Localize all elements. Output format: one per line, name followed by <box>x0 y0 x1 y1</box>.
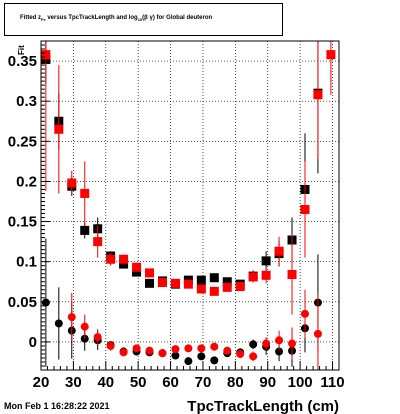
data-point-square <box>157 278 167 288</box>
data-point-square <box>67 178 77 188</box>
data-point-circle <box>236 349 245 358</box>
data-point-square <box>145 278 155 288</box>
data-point-square <box>313 90 323 100</box>
data-point-square <box>54 124 64 134</box>
data-point-square <box>209 286 219 296</box>
data-points <box>41 41 336 370</box>
x-tick-label: 70 <box>195 374 212 391</box>
data-point-circle <box>300 309 309 318</box>
series-3 <box>67 289 322 370</box>
data-point-square <box>93 237 103 247</box>
data-point-circle <box>313 329 322 338</box>
data-point-square <box>170 278 180 288</box>
data-point-circle <box>80 322 89 331</box>
series-1 <box>41 41 336 315</box>
x-tick-labels: 20 30 40 50 60 70 80 90 100 110 <box>33 374 345 391</box>
data-point-square <box>222 282 232 292</box>
data-point-square <box>80 188 90 198</box>
y-tick-label: 0.3 <box>16 93 37 110</box>
x-tick-label: 100 <box>288 374 313 391</box>
data-point-circle <box>158 349 167 358</box>
data-point-circle <box>262 339 271 348</box>
y-axis-title: Fit <box>17 45 26 55</box>
data-point-square <box>132 262 142 272</box>
x-axis-title: TpcTrackLength (cm) <box>187 398 339 414</box>
data-point-square <box>300 205 310 215</box>
y-tick-labels: 0 0.05 0.1 0.15 0.2 0.25 0.3 0.35 <box>8 53 37 351</box>
chart-title-box: Fitted zFe versus TpcTrackLength and log… <box>4 3 283 36</box>
data-point-circle <box>171 345 180 354</box>
y-tick-label: 0.25 <box>8 133 37 150</box>
data-point-square <box>196 275 206 285</box>
y-tick-label: 0.2 <box>16 173 37 190</box>
y-tick-label: 0 <box>29 334 37 351</box>
data-point-square <box>209 273 219 283</box>
data-point-square <box>287 270 297 280</box>
data-point-circle <box>184 344 193 353</box>
x-tick-label: 60 <box>162 374 179 391</box>
data-point-circle <box>106 341 115 350</box>
x-tick-label: 20 <box>33 374 50 391</box>
data-point-square <box>119 254 129 264</box>
data-point-circle <box>275 336 284 345</box>
data-point-square <box>235 282 245 292</box>
x-tick-label: 50 <box>130 374 147 391</box>
data-point-square <box>261 270 271 280</box>
data-point-circle <box>171 351 180 360</box>
data-point-circle <box>132 344 141 353</box>
data-point-square <box>326 50 336 60</box>
axis-ticks <box>40 40 340 371</box>
data-point-square <box>274 246 284 256</box>
data-point-circle <box>210 356 219 365</box>
data-point-square <box>106 254 116 264</box>
x-tick-label: 90 <box>259 374 276 391</box>
data-point-circle <box>275 347 284 356</box>
data-point-circle <box>41 298 50 307</box>
data-point-square <box>41 50 51 60</box>
data-point-circle <box>145 346 154 355</box>
data-point-square <box>132 267 142 277</box>
data-point-circle <box>197 344 206 353</box>
data-point-circle <box>249 352 258 361</box>
data-point-square <box>145 268 155 278</box>
data-point-circle <box>223 346 232 355</box>
y-tick-label: 0.1 <box>16 254 37 271</box>
x-tick-label: 30 <box>65 374 82 391</box>
data-point-circle <box>210 342 219 351</box>
y-tick-label: 0.15 <box>8 214 37 231</box>
data-point-square <box>261 256 271 266</box>
data-point-square <box>80 225 90 235</box>
data-point-circle <box>54 319 63 328</box>
data-point-circle <box>197 352 206 361</box>
data-point-circle <box>249 340 258 349</box>
data-point-square <box>183 279 193 289</box>
data-point-square <box>196 284 206 294</box>
y-tick-label: 0.35 <box>8 53 37 70</box>
x-tick-label: 80 <box>227 374 244 391</box>
data-point-square <box>222 277 232 287</box>
data-point-circle <box>288 339 297 348</box>
x-tick-label: 110 <box>320 374 344 391</box>
data-point-square <box>248 272 258 282</box>
x-tick-label: 40 <box>97 374 114 391</box>
data-point-circle <box>184 357 193 366</box>
y-tick-label: 0.05 <box>8 294 37 311</box>
data-point-circle <box>119 348 128 357</box>
plot-frame <box>41 41 339 370</box>
chart-title: Fitted zFe versus TpcTrackLength and log… <box>20 15 213 23</box>
data-point-circle <box>67 313 76 322</box>
grid-lines <box>41 41 339 370</box>
footer-timestamp: Mon Feb 1 16:28:22 2021 <box>4 401 110 411</box>
data-point-circle <box>93 333 102 342</box>
